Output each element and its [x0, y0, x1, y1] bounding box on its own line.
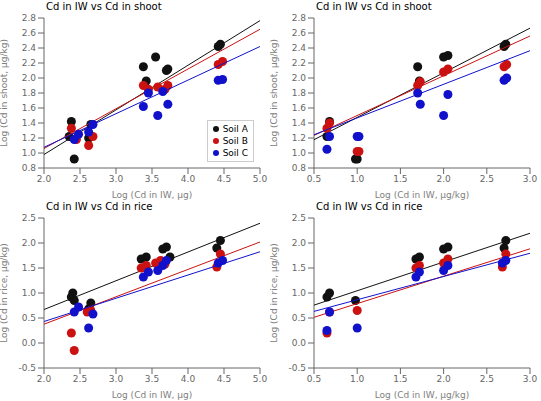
svg-text:2.0: 2.0	[292, 73, 307, 83]
svg-text:Log (Cd in shoot, μg/kg): Log (Cd in shoot, μg/kg)	[270, 39, 279, 147]
svg-text:2.5: 2.5	[292, 214, 306, 223]
svg-text:3.0: 3.0	[109, 174, 124, 184]
svg-text:2.8: 2.8	[292, 14, 307, 23]
svg-text:2.0: 2.0	[22, 73, 37, 83]
svg-text:Log (Cd in rice, μg/kg): Log (Cd in rice, μg/kg)	[0, 243, 9, 343]
svg-text:3.0: 3.0	[523, 374, 538, 384]
svg-text:1.0: 1.0	[22, 148, 37, 158]
svg-text:5.0: 5.0	[253, 174, 268, 184]
svg-text:2.2: 2.2	[22, 58, 36, 68]
svg-text:Log (Cd in IW, μg/kg): Log (Cd in IW, μg/kg)	[375, 190, 470, 200]
svg-text:1.0: 1.0	[292, 288, 307, 298]
svg-text:1.8: 1.8	[22, 88, 37, 98]
svg-text:5.0: 5.0	[253, 374, 268, 384]
svg-text:0.5: 0.5	[307, 174, 321, 184]
html-text:Cd in IW vs Cd in shoot: Cd in IW vs Cd in shoot	[46, 1, 162, 12]
html-text:Cd in IW vs Cd in rice: Cd in IW vs Cd in rice	[316, 201, 423, 212]
svg-text:2.0: 2.0	[37, 174, 52, 184]
svg-text:2.4: 2.4	[22, 43, 37, 53]
svg-text:0.5: 0.5	[292, 313, 306, 323]
svg-text:2.5: 2.5	[480, 374, 494, 384]
svg-text:1.6: 1.6	[292, 103, 307, 113]
svg-text:2.0: 2.0	[22, 238, 37, 248]
svg-text:1.8: 1.8	[292, 88, 307, 98]
svg-text:0.8: 0.8	[22, 163, 37, 173]
svg-text:2.5: 2.5	[73, 174, 87, 184]
svg-text:1.0: 1.0	[22, 288, 37, 298]
svg-text:1.0: 1.0	[350, 174, 365, 184]
svg-text:1.5: 1.5	[292, 263, 306, 273]
svg-text:Log (Cd in IW, μg): Log (Cd in IW, μg)	[112, 190, 193, 200]
svg-text:Log (Cd in IW, μg/kg): Log (Cd in IW, μg/kg)	[375, 390, 470, 400]
svg-text:1.5: 1.5	[393, 374, 407, 384]
svg-text:3.0: 3.0	[109, 374, 124, 384]
svg-text:1.0: 1.0	[350, 374, 365, 384]
svg-text:2.0: 2.0	[436, 174, 451, 184]
svg-text:2.2: 2.2	[292, 58, 306, 68]
svg-text:3.5: 3.5	[145, 174, 159, 184]
svg-text:2.5: 2.5	[73, 374, 87, 384]
svg-text:4.5: 4.5	[217, 374, 231, 384]
svg-text:1.2: 1.2	[22, 133, 36, 143]
svg-text:1.2: 1.2	[292, 133, 306, 143]
svg-text:4.5: 4.5	[217, 174, 231, 184]
html-text:Soil B: Soil B	[222, 136, 248, 146]
svg-text:2.6: 2.6	[22, 28, 37, 38]
html-text:Soil C: Soil C	[222, 148, 248, 158]
svg-text:2.0: 2.0	[292, 238, 307, 248]
svg-text:2.5: 2.5	[22, 214, 36, 223]
svg-text:2.0: 2.0	[37, 374, 52, 384]
svg-text:1.4: 1.4	[292, 118, 307, 128]
svg-text:-0.5: -0.5	[18, 363, 36, 373]
svg-text:Log (Cd in IW, μg): Log (Cd in IW, μg)	[112, 390, 193, 400]
svg-text:2.5: 2.5	[480, 174, 494, 184]
html-text:Cd in IW vs Cd in rice: Cd in IW vs Cd in rice	[46, 201, 153, 212]
svg-text:1.5: 1.5	[22, 263, 36, 273]
svg-text:1.0: 1.0	[292, 148, 307, 158]
svg-text:2.6: 2.6	[292, 28, 307, 38]
svg-text:3.5: 3.5	[145, 374, 159, 384]
html-text:Soil A: Soil A	[222, 124, 248, 134]
svg-text:4.0: 4.0	[181, 174, 196, 184]
svg-text:4.0: 4.0	[181, 374, 196, 384]
svg-text:2.4: 2.4	[292, 43, 307, 53]
svg-text:0.0: 0.0	[22, 338, 37, 348]
svg-text:1.4: 1.4	[22, 118, 37, 128]
svg-text:3.0: 3.0	[523, 174, 538, 184]
svg-text:0.5: 0.5	[307, 374, 321, 384]
svg-text:2.0: 2.0	[436, 374, 451, 384]
svg-text:1.6: 1.6	[22, 103, 37, 113]
svg-text:-0.5: -0.5	[288, 363, 306, 373]
svg-text:2.8: 2.8	[22, 14, 37, 23]
svg-text:0.8: 0.8	[292, 163, 307, 173]
html-text:Cd in IW vs Cd in shoot: Cd in IW vs Cd in shoot	[316, 1, 432, 12]
svg-text:1.5: 1.5	[393, 174, 407, 184]
svg-text:Log (Cd in rice, μg/kg): Log (Cd in rice, μg/kg)	[270, 243, 279, 343]
svg-text:0.5: 0.5	[22, 313, 36, 323]
svg-text:Log (Cd in shoot, μg/kg): Log (Cd in shoot, μg/kg)	[0, 39, 9, 147]
svg-text:0.0: 0.0	[292, 338, 307, 348]
